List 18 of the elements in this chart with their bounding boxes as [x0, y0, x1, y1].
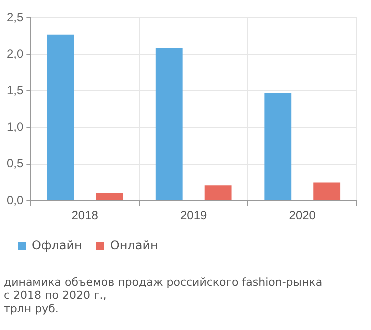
text: динамика объемов продаж российского fashion-рынка с 2018 по 2020 г., трлн руб.	[4, 276, 323, 316]
bar	[96, 192, 124, 200]
y-tick-label: 2,0	[6, 46, 24, 61]
x-tick-label: 2019	[180, 208, 208, 223]
x-tick-label: 2018	[72, 208, 99, 223]
bar	[47, 34, 74, 200]
legend-label: Офлайн	[32, 238, 82, 253]
x-tick-label: 2020	[289, 208, 316, 223]
legend-label: Онлайн	[110, 238, 158, 253]
bar	[314, 182, 341, 200]
y-tick-label: 0,5	[6, 156, 24, 171]
y-tick-label: 0,0	[6, 193, 24, 208]
bar	[264, 93, 292, 200]
y-tick-label: 1,0	[6, 120, 24, 134]
y-tick-label: 2,5	[6, 10, 24, 24]
bar	[204, 186, 232, 200]
y-tick-label: 1,5	[6, 84, 24, 98]
bar	[156, 48, 183, 200]
